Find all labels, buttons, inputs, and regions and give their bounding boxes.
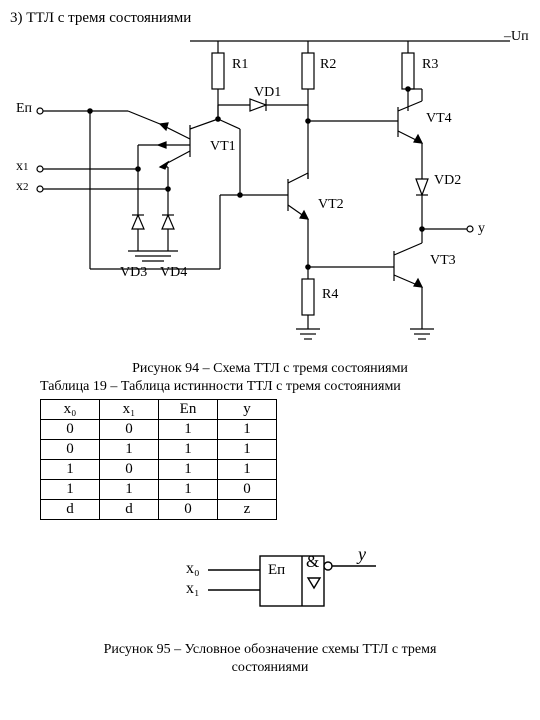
logic-symbol: x₀ x₁ Eп & y: [10, 530, 530, 640]
r3-label: R3: [422, 57, 438, 73]
truth-table-cell: 0: [100, 420, 159, 440]
r1-label: R1: [232, 57, 248, 73]
supply-label: –Uп: [504, 29, 529, 45]
sym-amp: &: [306, 552, 319, 572]
vd3-label: VD3: [120, 265, 147, 281]
vd2-label: VD2: [434, 173, 461, 189]
r2-label: R2: [320, 57, 336, 73]
figure-95-caption-b: состояниями: [10, 660, 530, 676]
en-input-label: Eп: [16, 101, 32, 117]
truth-table-row: 0111: [41, 440, 277, 460]
truth-table-cell: 1: [218, 420, 277, 440]
truth-table-row: dd0z: [41, 500, 277, 520]
sym-x0: x₀: [186, 560, 200, 578]
truth-table-cell: 1: [159, 460, 218, 480]
truth-table-cell: z: [218, 500, 277, 520]
truth-table-cell: 0: [41, 440, 100, 460]
truth-table-cell: 0: [218, 480, 277, 500]
truth-table-cell: 1: [159, 480, 218, 500]
truth-table-header: x₁: [100, 400, 159, 420]
vd4-label: VD4: [160, 265, 187, 281]
section-title: 3) ТТЛ с тремя состояниями: [10, 10, 530, 27]
truth-table-cell: 1: [218, 440, 277, 460]
truth-table-header: x₀: [41, 400, 100, 420]
truth-table-cell: 1: [100, 440, 159, 460]
truth-table-cell: 1: [159, 420, 218, 440]
truth-table: x₀x₁Eny 0011011110111110dd0z: [40, 399, 277, 520]
y-output-label: y: [478, 221, 485, 237]
vt4-label: VT4: [426, 111, 452, 127]
sym-x1: x₁: [186, 580, 200, 598]
truth-table-cell: 1: [41, 460, 100, 480]
circuit-diagram: –Uп R1 R2 R3 R4 VD1 VD2 VD3 VD4 VT1 VT2 …: [10, 29, 530, 359]
truth-table-cell: 1: [218, 460, 277, 480]
x1-input-label: x1: [16, 159, 29, 175]
truth-table-row: 0011: [41, 420, 277, 440]
vd1-label: VD1: [254, 85, 281, 101]
truth-table-row: 1110: [41, 480, 277, 500]
table-19-caption: Таблица 19 – Таблица истинности ТТЛ с тр…: [40, 379, 530, 395]
vt1-label: VT1: [210, 139, 236, 155]
sym-y: y: [358, 544, 366, 565]
figure-95-caption-a: Рисунок 95 – Условное обозначение схемы …: [10, 642, 530, 658]
figure-94-caption: Рисунок 94 – Схема ТТЛ с тремя состояния…: [10, 361, 530, 377]
vt3-label: VT3: [430, 253, 456, 269]
x2-input-label: x2: [16, 179, 29, 195]
truth-table-cell: 0: [41, 420, 100, 440]
sym-en: Eп: [268, 562, 285, 579]
truth-table-cell: d: [41, 500, 100, 520]
truth-table-header: En: [159, 400, 218, 420]
r4-label: R4: [322, 287, 338, 303]
truth-table-cell: d: [100, 500, 159, 520]
truth-table-header: y: [218, 400, 277, 420]
vt2-label: VT2: [318, 197, 344, 213]
truth-table-cell: 1: [100, 480, 159, 500]
truth-table-cell: 0: [100, 460, 159, 480]
truth-table-row: 1011: [41, 460, 277, 480]
truth-table-cell: 0: [159, 500, 218, 520]
truth-table-cell: 1: [41, 480, 100, 500]
truth-table-cell: 1: [159, 440, 218, 460]
